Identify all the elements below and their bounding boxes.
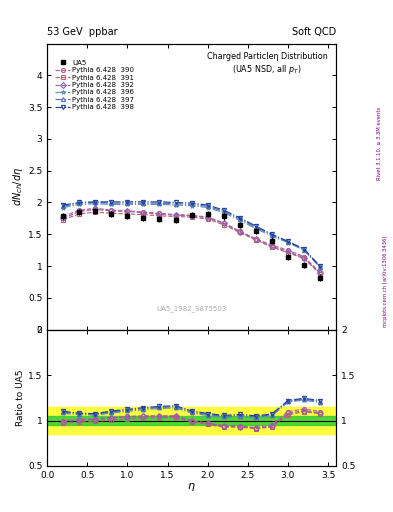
Text: Soft QCD: Soft QCD <box>292 27 336 37</box>
Text: mcplots.cern.ch [arXiv:1306.3436]: mcplots.cern.ch [arXiv:1306.3436] <box>383 236 387 327</box>
Text: Rivet 3.1.10, ≥ 3.3M events: Rivet 3.1.10, ≥ 3.3M events <box>377 106 382 180</box>
Bar <box>47 407 336 434</box>
X-axis label: $\eta$: $\eta$ <box>187 481 196 493</box>
Text: UA5_1982_S875503: UA5_1982_S875503 <box>156 306 227 312</box>
Legend: UA5, Pythia 6.428  390, Pythia 6.428  391, Pythia 6.428  392, Pythia 6.428  396,: UA5, Pythia 6.428 390, Pythia 6.428 391,… <box>53 58 136 112</box>
Bar <box>47 416 336 425</box>
Text: Charged Particleη Distribution
(UA5 NSD, all $p_T$): Charged Particleη Distribution (UA5 NSD,… <box>207 52 327 76</box>
Y-axis label: $dN_{ch}/d\eta$: $dN_{ch}/d\eta$ <box>11 167 25 206</box>
Text: 53 GeV  ppbar: 53 GeV ppbar <box>47 27 118 37</box>
Y-axis label: Ratio to UA5: Ratio to UA5 <box>16 370 25 426</box>
